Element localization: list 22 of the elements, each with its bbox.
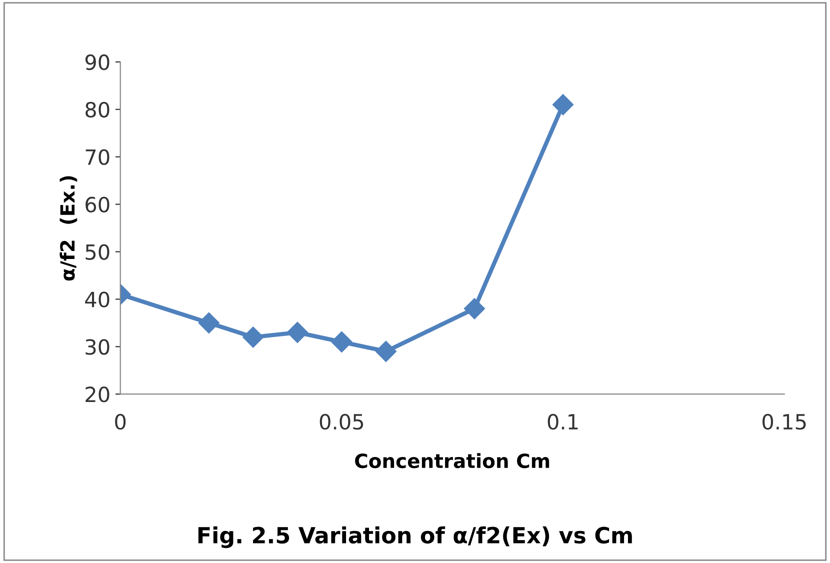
x-axis-title: Concentration Cm — [355, 453, 550, 468]
point — [242, 326, 264, 348]
point — [331, 331, 352, 352]
point — [198, 312, 220, 334]
x-tick-label: 0.1 — [548, 414, 578, 430]
y-tick-label: 40 — [85, 292, 110, 308]
x-tick-label: 0.05 — [320, 414, 364, 430]
x-tick-label: 0 — [115, 414, 126, 430]
y-tick-label: 60 — [86, 196, 110, 212]
x-tick-label: 0.15 — [762, 414, 806, 430]
y-tick-label: 90 — [85, 54, 110, 70]
point — [286, 322, 308, 343]
y-tick-label: 50 — [86, 244, 110, 260]
point — [552, 94, 574, 116]
y-tick-label: 80 — [86, 102, 110, 118]
point — [464, 298, 485, 320]
point — [375, 340, 396, 362]
y-axis-title: α/f2 (Ex.) — [60, 176, 78, 281]
text: Fig. 2.5 Variation of α/f2(Ex) vs Cm — [198, 526, 632, 548]
y-tick-label: 30 — [86, 339, 110, 355]
y-tick-label: 70 — [86, 149, 110, 166]
y-tick-label: 20 — [86, 386, 110, 402]
